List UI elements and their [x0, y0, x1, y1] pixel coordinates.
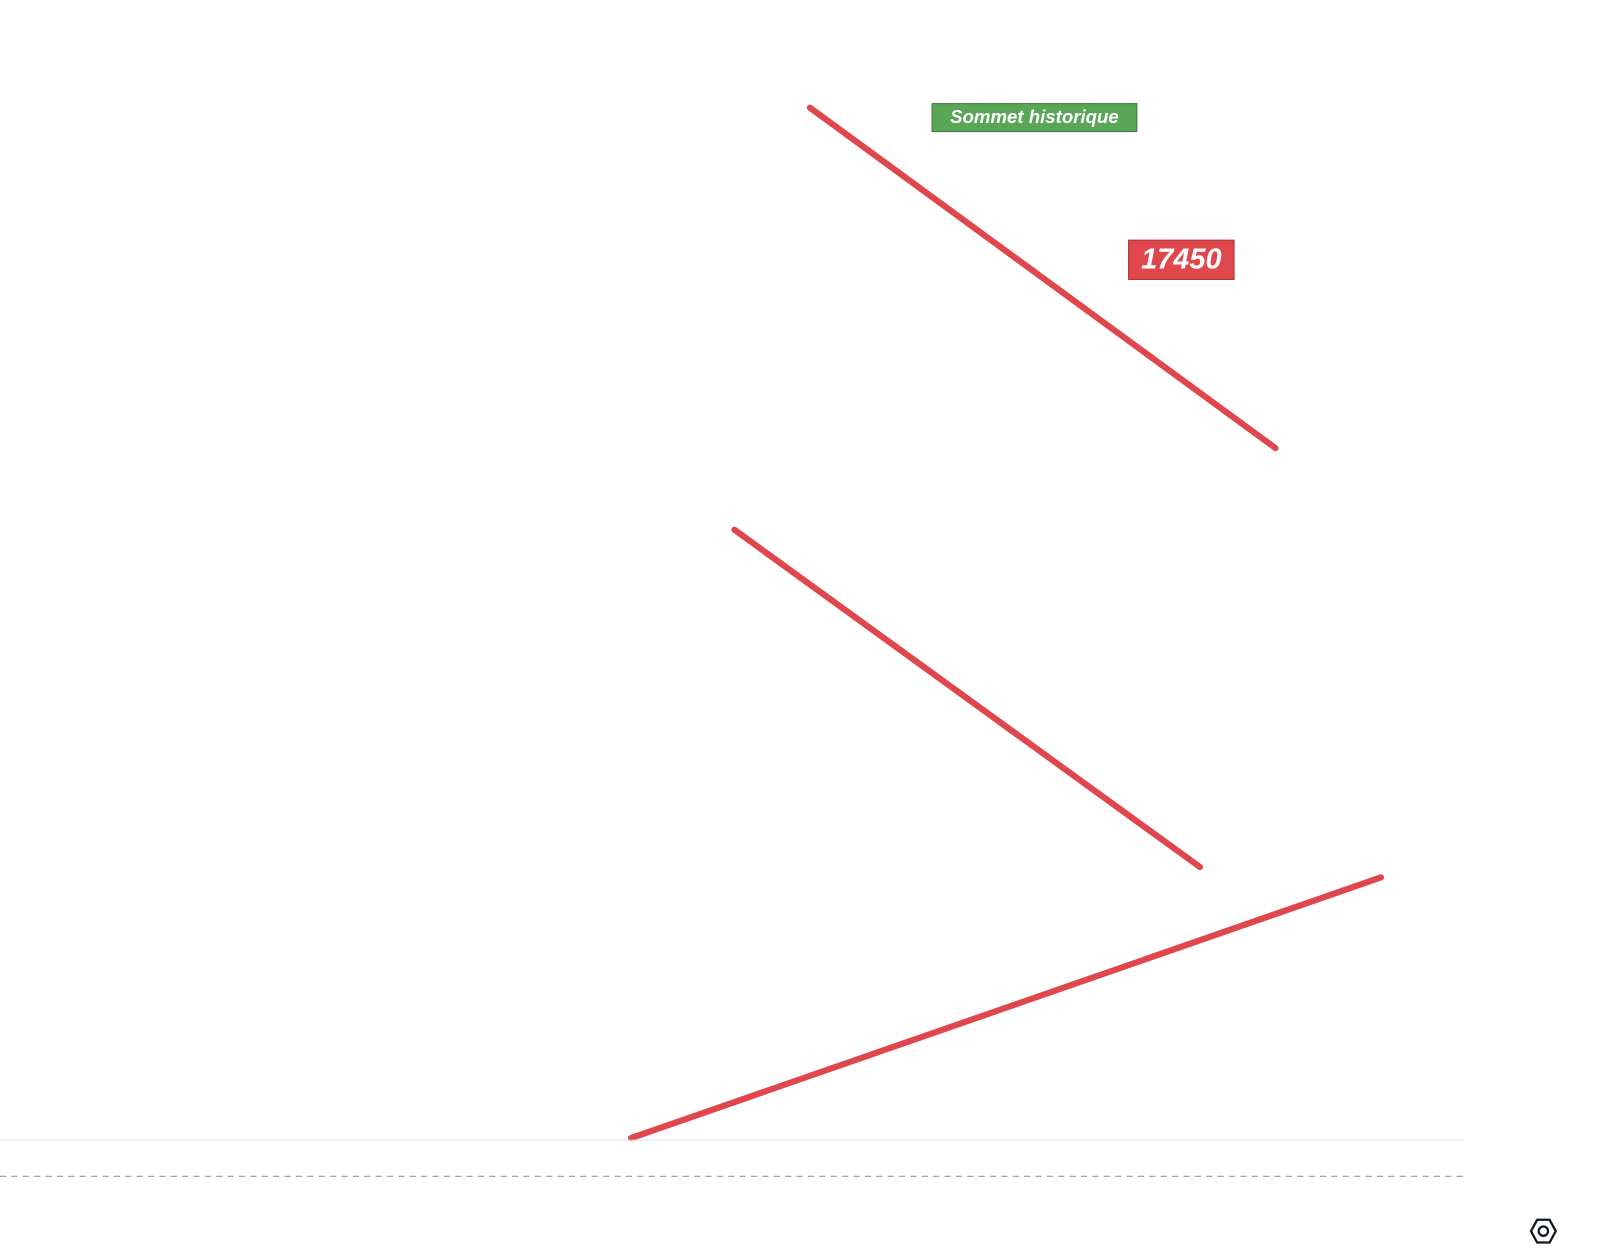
annotation-box	[1128, 239, 1235, 280]
settings-icon[interactable]	[1529, 1218, 1558, 1244]
annotation: Sommet historique	[950, 106, 1119, 127]
trendline	[806, 104, 1279, 452]
trendlines	[627, 104, 1385, 1142]
settings-dot[interactable]	[1537, 1225, 1550, 1237]
annotation-box	[931, 103, 1138, 133]
trendline	[731, 526, 1204, 871]
settings-hex[interactable]	[1529, 1218, 1558, 1244]
trendline	[627, 874, 1385, 1142]
annotation: 17450	[1141, 243, 1222, 275]
oscillator	[0, 1139, 1464, 1177]
annotations: Sommet historique 17450	[931, 103, 1235, 280]
